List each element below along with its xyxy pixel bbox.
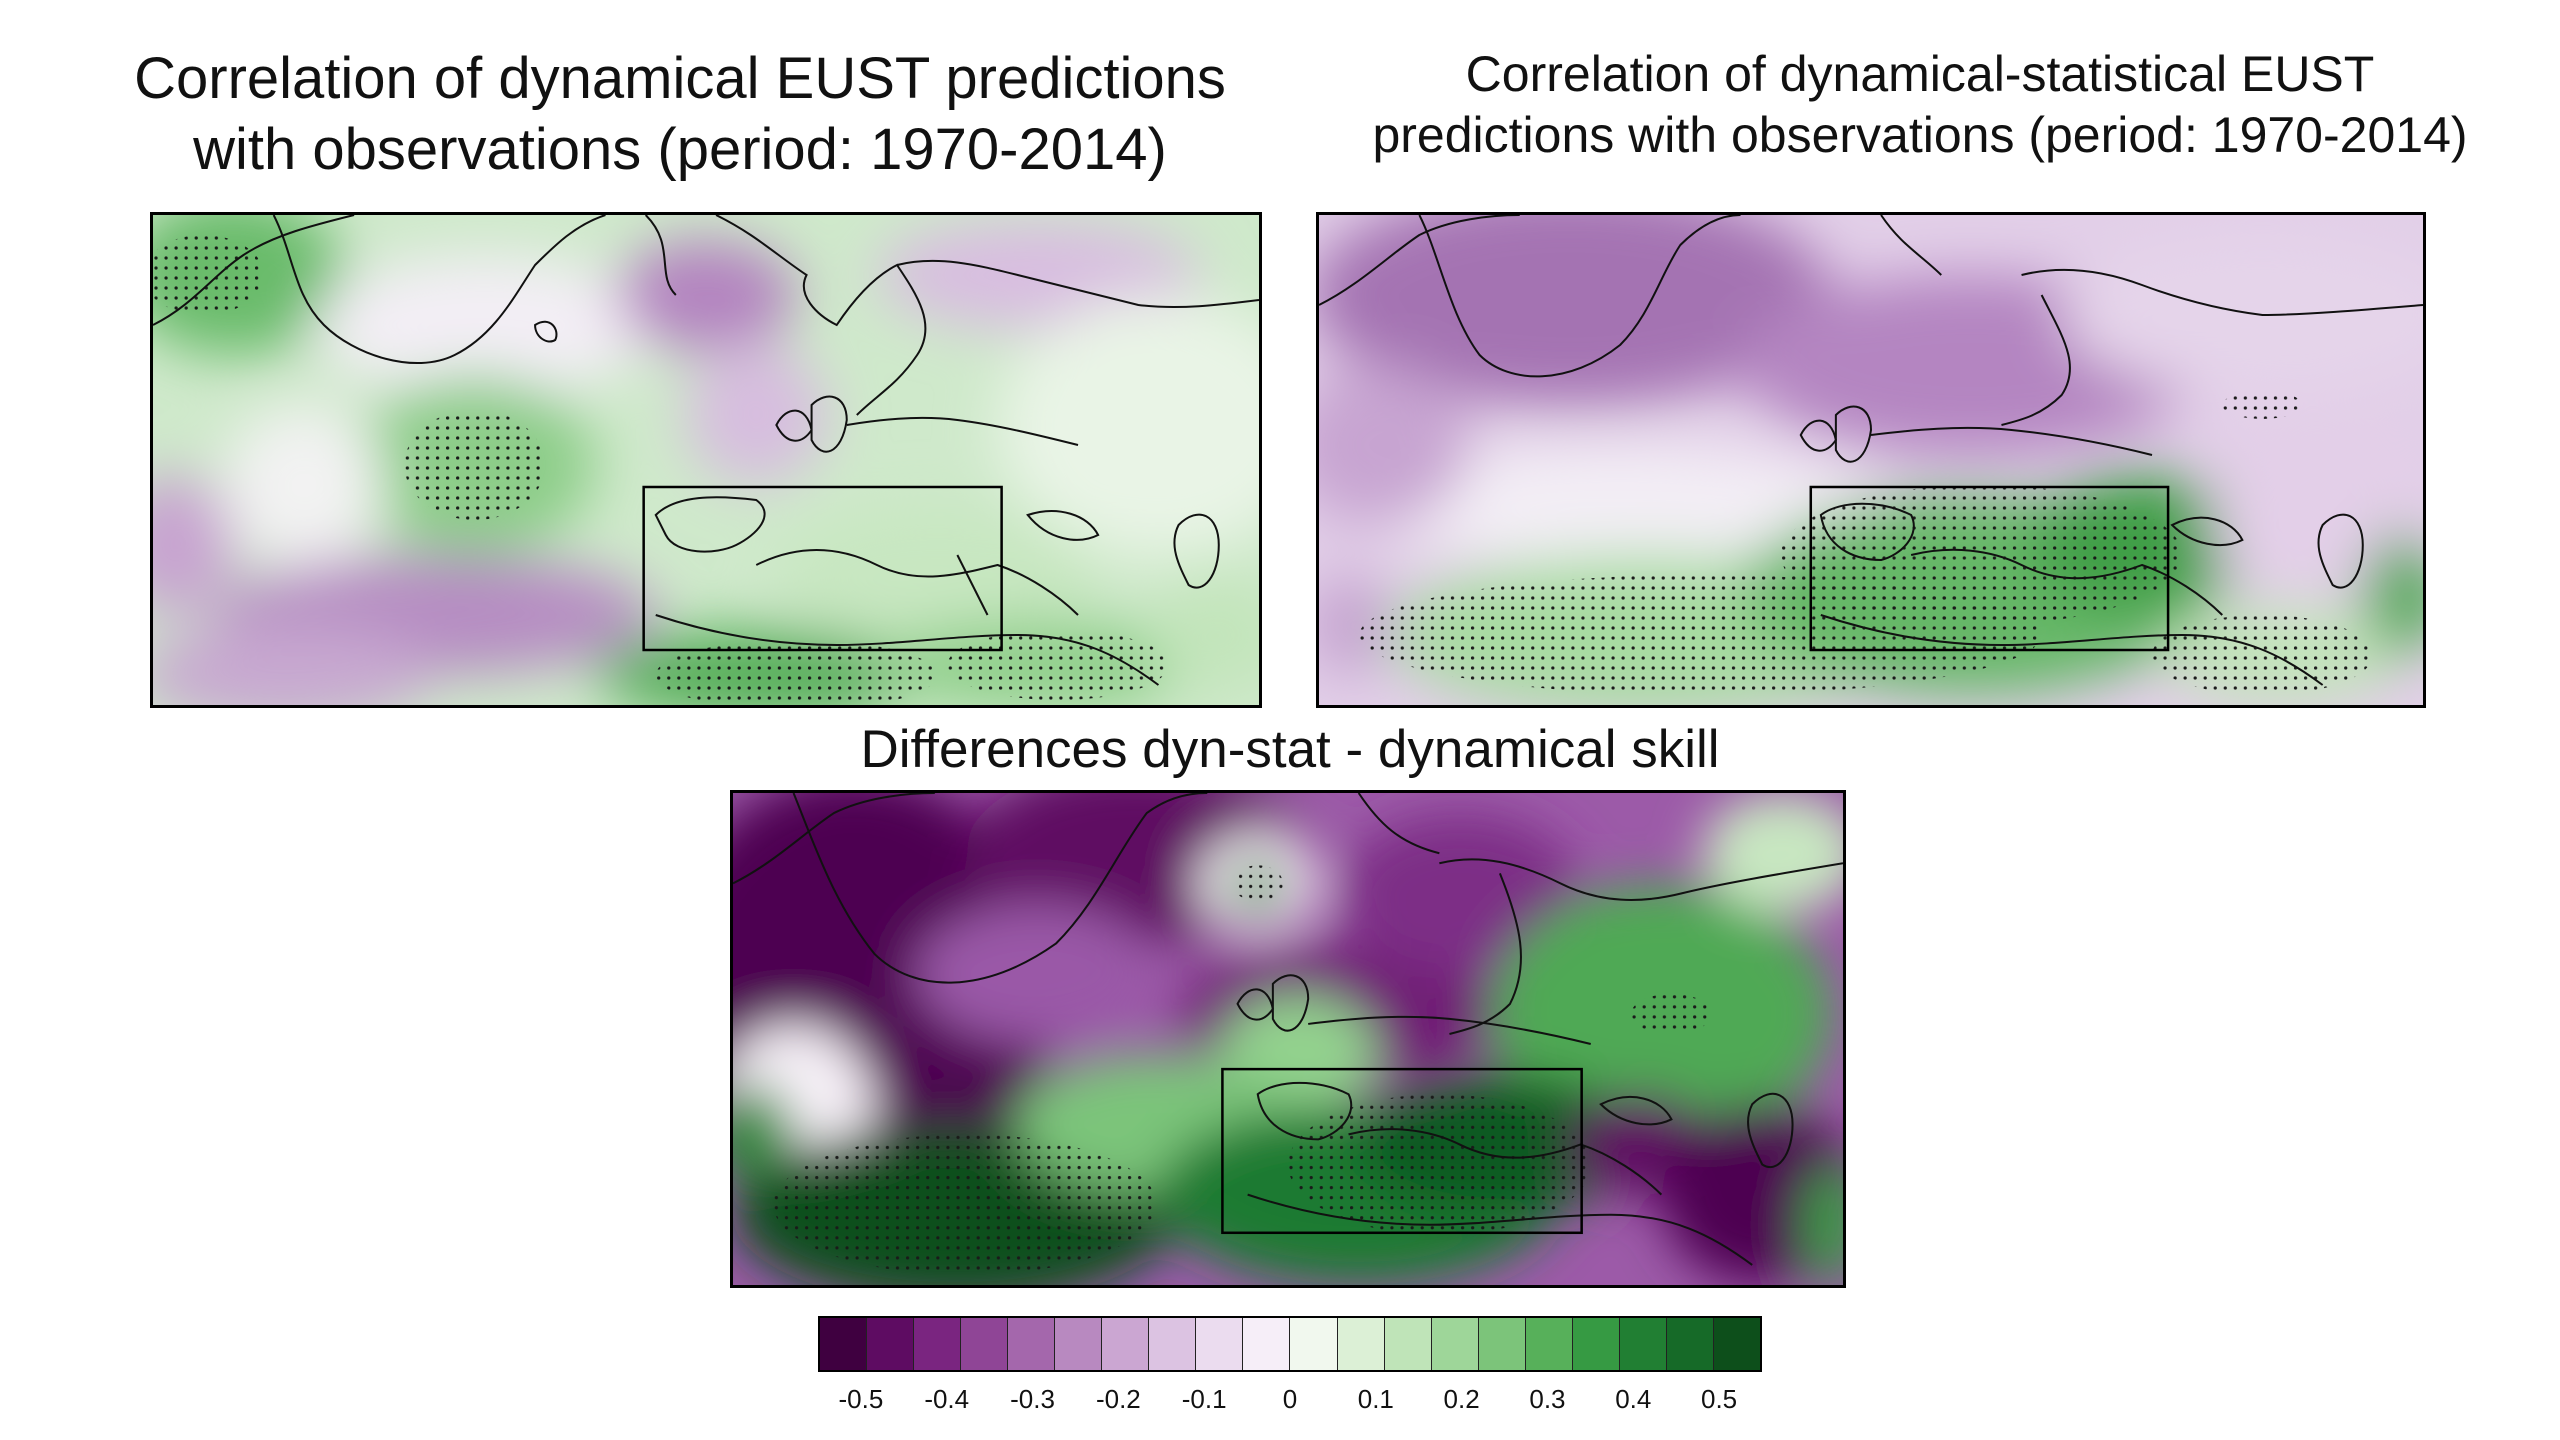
colorbar-swatch: [1243, 1318, 1291, 1370]
colorbar-tick-label: 0.1: [1357, 1384, 1394, 1414]
colorbar-tick-label: 0: [1282, 1384, 1298, 1414]
region-box: [1809, 485, 2170, 652]
panel-title-difference: Differences dyn-stat - dynamical skill: [730, 718, 1850, 783]
correlation-map-dynamical: [153, 215, 1259, 705]
colorbar-swatch: [1384, 1318, 1432, 1370]
coastlines: [1319, 215, 2423, 686]
region-box: [1221, 1067, 1583, 1235]
colorbar-swatch: [914, 1318, 962, 1370]
panel-title-line: Correlation of dynamical-statistical EUS…: [1465, 46, 2375, 102]
colorbar-swatch: [1666, 1318, 1714, 1370]
colorbar-swatch: [1713, 1318, 1760, 1370]
colorbar-swatch: [1478, 1318, 1526, 1370]
colorbar-swatch: [1572, 1318, 1620, 1370]
colorbar-tick-label: -0.3: [1010, 1384, 1055, 1414]
coastlines: [733, 793, 1843, 1266]
colorbar-swatch: [820, 1318, 868, 1370]
significance-stippling: [1359, 391, 2373, 695]
significance-stippling: [773, 865, 1712, 1275]
colorbar-tick-label: -0.5: [838, 1384, 884, 1414]
region-box: [642, 485, 1003, 652]
colorbar-swatch: [1149, 1318, 1197, 1370]
colorbar-swatch: [1055, 1318, 1103, 1370]
colorbar-swatch: [1337, 1318, 1385, 1370]
map-panel-difference: [730, 790, 1846, 1288]
correlation-map-difference: [733, 793, 1843, 1285]
map-panel-dynamical: [150, 212, 1262, 708]
panel-title-line: Correlation of dynamical EUST prediction…: [134, 46, 1226, 111]
colorbar-tick-label: 0.3: [1529, 1384, 1566, 1414]
map-panel-dynamical-statistical: [1316, 212, 2426, 708]
colorbar-swatch: [1431, 1318, 1479, 1370]
colorbar: [818, 1316, 1762, 1372]
colorbar-tick-label: 0.5: [1701, 1384, 1738, 1414]
colorbar-swatch: [1008, 1318, 1056, 1370]
panel-title-line: with observations (period: 1970-2014): [193, 116, 1167, 182]
colorbar-ticks: -0.5 -0.4 -0.3 -0.2 -0.1 0 0.1 0.2 0.3 0.4 0.5: [818, 1384, 1762, 1424]
colorbar-swatch: [1102, 1318, 1150, 1370]
panel-title-dynamical-statistical: Correlation of dynamical-statistical EUS…: [1300, 44, 2540, 166]
colorbar-tick-label: -0.2: [1095, 1384, 1141, 1414]
colorbar-swatch: [1196, 1318, 1244, 1370]
panel-title-line: predictions with observations (period: 1…: [1372, 107, 2468, 163]
colorbar-swatch: [1619, 1318, 1667, 1370]
colorbar-tick-label: -0.4: [924, 1384, 970, 1414]
colorbar-tick-label: 0.2: [1443, 1384, 1480, 1414]
colorbar-swatch: [1290, 1318, 1338, 1370]
colorbar-swatch: [961, 1318, 1009, 1370]
coastlines: [153, 215, 1259, 686]
colorbar-swatch: [867, 1318, 915, 1370]
colorbar-swatch: [1525, 1318, 1573, 1370]
correlation-map-dynamical-statistical: [1319, 215, 2423, 705]
colorbar-tick-label: 0.4: [1615, 1384, 1652, 1414]
panel-title-dynamical: Correlation of dynamical EUST prediction…: [40, 44, 1320, 186]
colorbar-tick-label: -0.1: [1181, 1384, 1227, 1414]
panel-title-line: Differences dyn-stat - dynamical skill: [860, 720, 1720, 779]
